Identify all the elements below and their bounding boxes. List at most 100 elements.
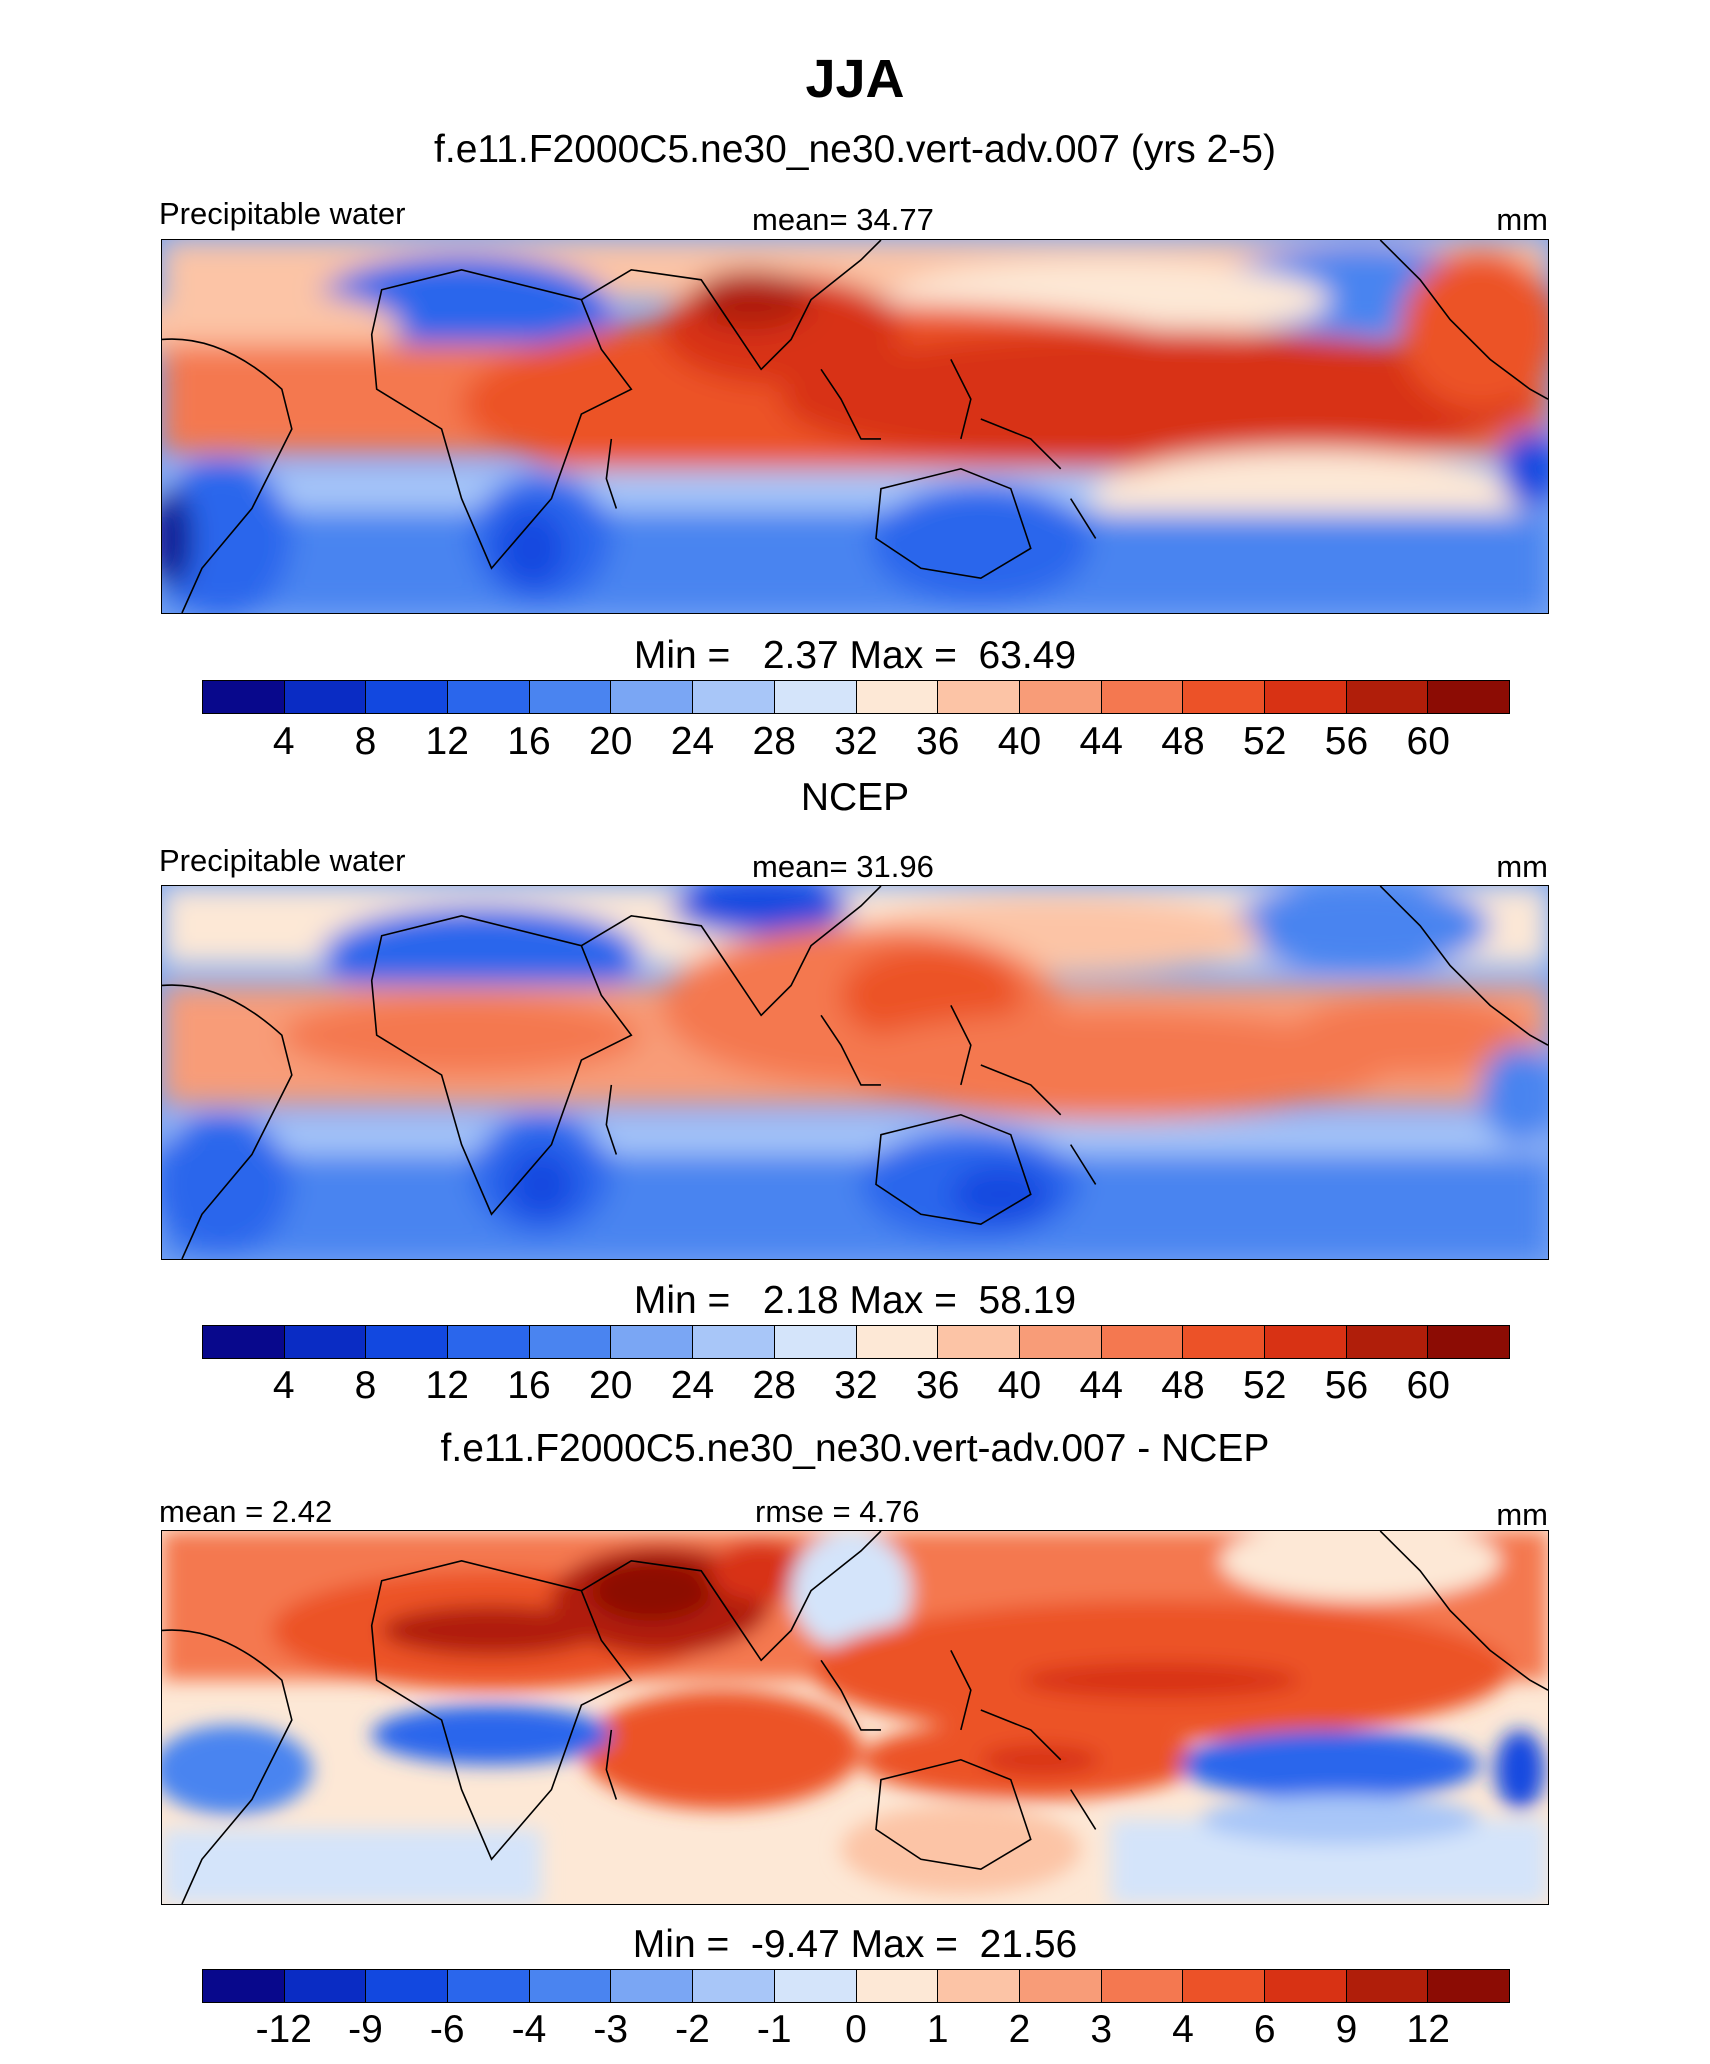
colorbar-swatch — [938, 1326, 1020, 1358]
colorbar-tick-label: 9 — [1335, 2008, 1358, 2051]
colorbar-swatch — [1101, 1970, 1184, 2002]
panel-2-mean-label: mean= 31.96 — [752, 849, 934, 884]
colorbar-swatch — [1428, 681, 1509, 713]
colorbar-swatch — [366, 1326, 449, 1358]
colorbar-tick-label: 32 — [834, 1364, 878, 1407]
colorbar-swatch — [774, 681, 857, 713]
panel-3-rmse-label: rmse = 4.76 — [755, 1494, 920, 1529]
colorbar-tick-label: -6 — [429, 2008, 465, 2051]
colorbar-tick-label: 60 — [1406, 1364, 1450, 1407]
panel-1-min-max: Min = 2.37 Max = 63.49 — [633, 634, 1077, 677]
colorbar-swatch — [693, 681, 775, 713]
colorbar-swatch — [448, 1970, 530, 2002]
colorbar-swatch — [1183, 681, 1265, 713]
panel-2-min-max: Min = 2.18 Max = 58.19 — [633, 1279, 1077, 1322]
colorbar-tick-label: 20 — [589, 720, 633, 763]
colorbar-swatch — [693, 1326, 775, 1358]
colorbar-swatch — [1264, 681, 1347, 713]
colorbar-swatch — [774, 1970, 857, 2002]
colorbar-swatch — [1428, 1970, 1509, 2002]
colorbar-swatch — [366, 1970, 449, 2002]
colorbar-tick-label: 48 — [1161, 1364, 1205, 1407]
colorbar-swatch — [693, 1970, 775, 2002]
colorbar-tick-label: 52 — [1243, 720, 1287, 763]
colorbar-swatch — [1019, 681, 1102, 713]
colorbar-swatch — [203, 1326, 285, 1358]
colorbar-swatch — [1264, 1326, 1347, 1358]
panel-1-map — [161, 239, 1549, 614]
colorbar-swatch — [856, 1326, 939, 1358]
panel-1-variable-label: Precipitable water — [159, 196, 406, 231]
colorbar-tick-label: 44 — [1079, 1364, 1123, 1407]
colorbar-tick-label: 28 — [752, 1364, 796, 1407]
colorbar-swatch — [611, 1970, 694, 2002]
panel-1-mean-label: mean= 34.77 — [752, 202, 934, 237]
colorbar-tick-label: 20 — [589, 1364, 633, 1407]
colorbar-swatch — [1019, 1970, 1102, 2002]
panel-1-colorbar-ticks: 4 8 12 16 20 24 28 32 36 40 44 48 52 56 60 — [202, 720, 1510, 766]
panel-2-map — [161, 885, 1549, 1260]
colorbar-swatch — [856, 1970, 939, 2002]
colorbar-swatch — [284, 1326, 367, 1358]
figure-title: JJA — [805, 49, 905, 109]
colorbar-swatch — [203, 1970, 285, 2002]
colorbar-swatch — [1101, 681, 1184, 713]
colorbar-tick-label: 24 — [670, 1364, 715, 1407]
colorbar-tick-label: -12 — [255, 2008, 312, 2051]
colorbar-tick-label: -1 — [756, 2008, 792, 2051]
panel-2-colorbar — [202, 1325, 1510, 1359]
colorbar-tick-label: -4 — [511, 2008, 547, 2051]
panel-2-title: NCEP — [800, 776, 910, 819]
colorbar-tick-label: 4 — [272, 1364, 295, 1407]
colorbar-swatch — [284, 1970, 367, 2002]
colorbar-swatch — [529, 1970, 612, 2002]
colorbar-tick-label: 52 — [1243, 1364, 1287, 1407]
colorbar-tick-label: 8 — [354, 1364, 377, 1407]
panel-3-mean-label: mean = 2.42 — [159, 1494, 333, 1529]
panel-3-units-label: mm — [1496, 1497, 1548, 1532]
colorbar-swatch — [448, 1326, 530, 1358]
colorbar-tick-label: 48 — [1161, 720, 1205, 763]
panel-3-map — [161, 1530, 1549, 1905]
colorbar-swatch — [856, 681, 939, 713]
colorbar-tick-label: 56 — [1324, 720, 1369, 763]
colorbar-tick-label: 3 — [1090, 2008, 1113, 2051]
colorbar-tick-label: 36 — [916, 1364, 960, 1407]
colorbar-swatch — [1346, 1326, 1429, 1358]
colorbar-tick-label: 32 — [834, 720, 878, 763]
panel-3-colorbar-ticks: -12 -9 -6 -4 -3 -2 -1 0 1 2 3 4 6 9 12 — [202, 2008, 1510, 2054]
colorbar-tick-label: 40 — [997, 1364, 1042, 1407]
colorbar-tick-label: -3 — [593, 2008, 629, 2051]
colorbar-tick-label: 24 — [670, 720, 715, 763]
panel-3-min-max: Min = -9.47 Max = 21.56 — [632, 1923, 1078, 1966]
colorbar-tick-label: 44 — [1079, 720, 1123, 763]
panel-3-title: f.e11.F2000C5.ne30_ne30.vert-adv.007 - N… — [440, 1427, 1270, 1470]
colorbar-swatch — [774, 1326, 857, 1358]
colorbar-swatch — [611, 1326, 694, 1358]
colorbar-swatch — [938, 681, 1020, 713]
colorbar-swatch — [938, 1970, 1020, 2002]
colorbar-tick-label: 40 — [997, 720, 1042, 763]
colorbar-tick-label: 4 — [272, 720, 295, 763]
colorbar-swatch — [1428, 1326, 1509, 1358]
colorbar-tick-label: 12 — [425, 1364, 469, 1407]
panel-3-colorbar — [202, 1969, 1510, 2003]
colorbar-tick-label: 0 — [845, 2008, 867, 2051]
colorbar-swatch — [529, 681, 612, 713]
colorbar-tick-label: 16 — [507, 1364, 551, 1407]
panel-1-units-label: mm — [1496, 202, 1548, 237]
colorbar-tick-label: 16 — [507, 720, 551, 763]
colorbar-swatch — [366, 681, 449, 713]
colorbar-swatch — [448, 681, 530, 713]
colorbar-tick-label: 4 — [1172, 2008, 1194, 2051]
panel-2-colorbar-ticks: 4 8 12 16 20 24 28 32 36 40 44 48 52 56 60 — [202, 1364, 1510, 1410]
colorbar-tick-label: 12 — [425, 720, 469, 763]
colorbar-swatch — [1346, 1970, 1429, 2002]
colorbar-swatch — [611, 681, 694, 713]
panel-1-title: f.e11.F2000C5.ne30_ne30.vert-adv.007 (yr… — [434, 128, 1276, 171]
colorbar-swatch — [1183, 1970, 1265, 2002]
colorbar-tick-label: 60 — [1406, 720, 1450, 763]
colorbar-swatch — [1183, 1326, 1265, 1358]
colorbar-tick-label: -2 — [675, 2008, 710, 2051]
panel-2-variable-label: Precipitable water — [159, 843, 406, 878]
